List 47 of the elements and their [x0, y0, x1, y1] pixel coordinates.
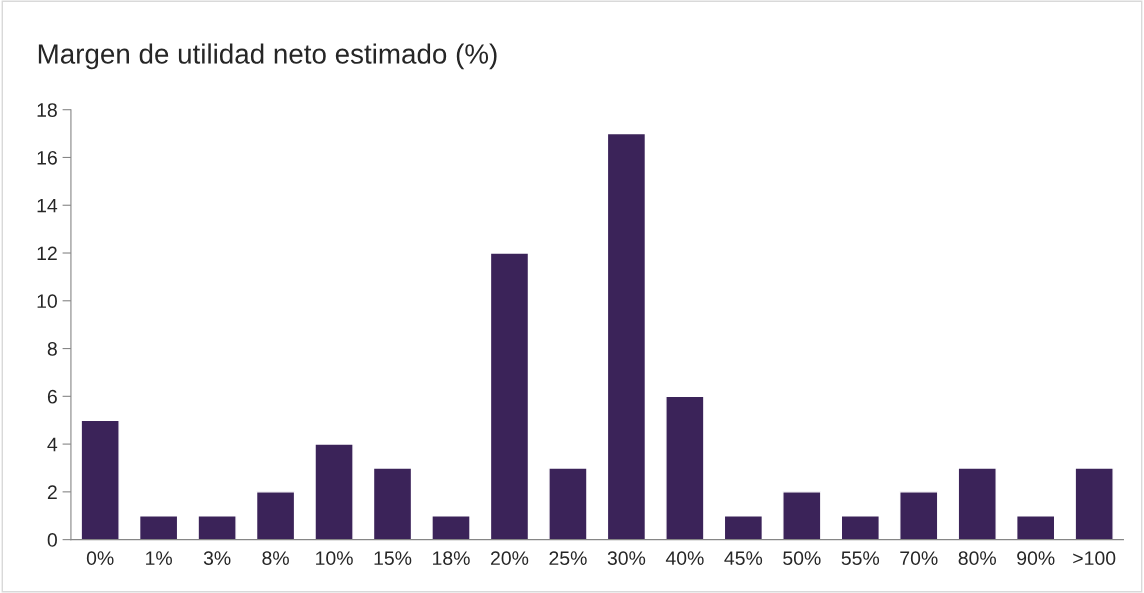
- x-tick-label: 1%: [146, 551, 172, 565]
- x-tick-label: 90%: [1017, 551, 1055, 566]
- bar: [899, 491, 939, 540]
- y-tick-label: 0: [47, 533, 57, 547]
- y-tick-label: 8: [47, 342, 57, 356]
- x-tick-label: 70%: [900, 551, 938, 566]
- y-tick-label: 10: [37, 294, 57, 309]
- bar: [80, 419, 120, 540]
- bar: [548, 467, 588, 540]
- bar: [957, 467, 997, 540]
- bar: [138, 515, 179, 540]
- x-tick-label: 15%: [374, 551, 412, 566]
- bar: [723, 515, 764, 540]
- x-tick-label: >100: [1073, 551, 1116, 566]
- y-tick-label: 16: [37, 150, 57, 165]
- x-tick-label: 45%: [724, 551, 763, 566]
- bar: [782, 491, 822, 540]
- bar: [1074, 467, 1114, 540]
- x-tick-label: 80%: [958, 551, 996, 566]
- x-tick-label: 3%: [203, 551, 231, 566]
- x-tick-label: 0%: [86, 551, 114, 566]
- x-tick-label: 50%: [783, 551, 821, 566]
- x-tick-label: 20%: [490, 551, 529, 566]
- bar: [489, 252, 530, 540]
- bar: [255, 491, 296, 540]
- x-tick-label: 8%: [262, 551, 289, 566]
- y-tick-label: 14: [37, 198, 58, 213]
- x-tick-label: 30%: [607, 551, 646, 566]
- x-tick-label: 10%: [316, 551, 353, 566]
- y-tick-label: 4: [47, 437, 58, 452]
- bar: [197, 515, 237, 540]
- y-tick-label: 6: [47, 389, 57, 404]
- y-tick-label: 18: [37, 103, 57, 117]
- bar: [665, 395, 705, 540]
- bar: [1016, 515, 1056, 540]
- x-tick-label: 18%: [433, 551, 470, 566]
- bar: [314, 443, 354, 540]
- x-tick-label: 25%: [549, 551, 587, 566]
- bar: [840, 515, 880, 540]
- y-tick-label: 12: [37, 246, 57, 261]
- y-tick-label: 2: [47, 485, 57, 499]
- bar: [606, 132, 647, 540]
- bar: [431, 515, 471, 540]
- x-tick-label: 40%: [665, 551, 704, 566]
- bar: [372, 467, 413, 540]
- x-tick-label: 55%: [841, 551, 880, 566]
- chart-title: Margen de utilidad neto estimado (%): [38, 43, 497, 70]
